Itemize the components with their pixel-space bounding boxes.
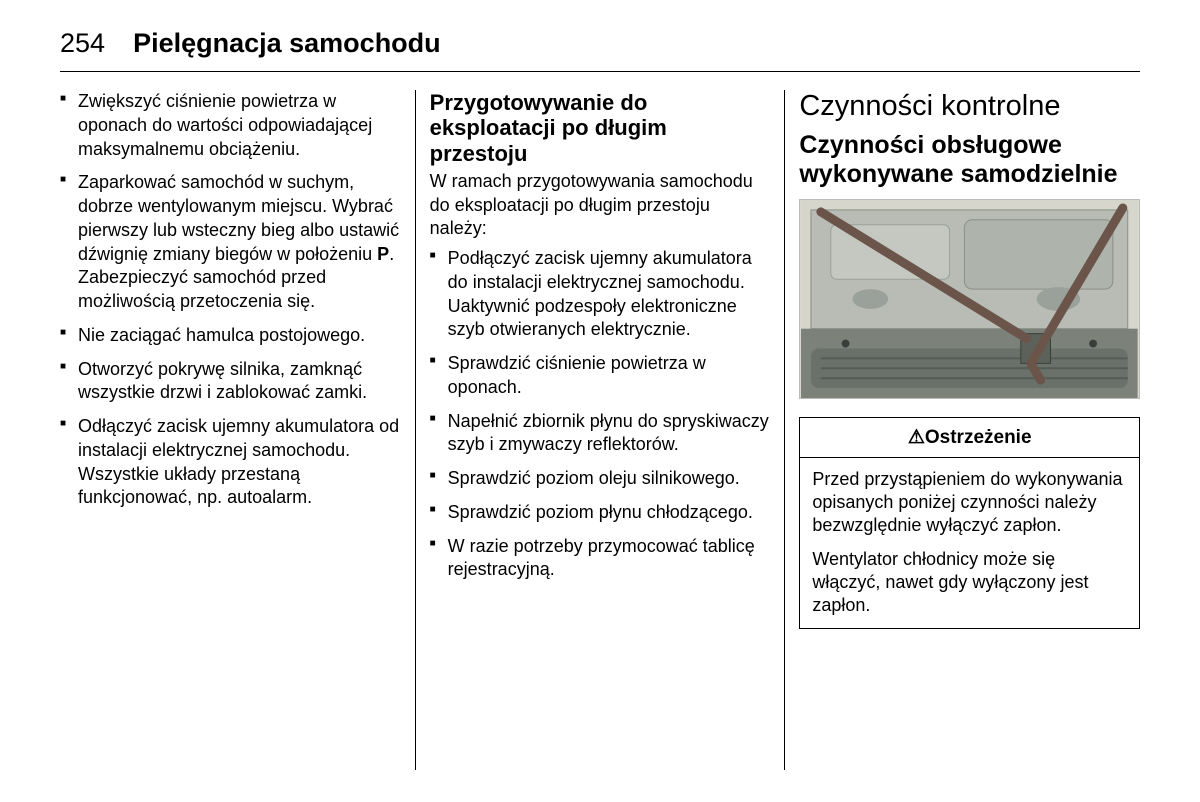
col2-intro: W ramach przygotowywania samochodu do ek…: [430, 170, 771, 241]
page-number: 254: [60, 28, 105, 59]
chapter-title: Pielęgnacja samochodu: [133, 28, 441, 59]
column-1: Zwiększyć ciśnienie powietrza w oponach …: [60, 90, 415, 770]
list-item: Nie zaciągać hamulca postojowego.: [60, 324, 401, 348]
list-item: Sprawdzić ciśnienie powietrza w oponach.: [430, 352, 771, 400]
column-3: Czynności kontrolne Czynności obsługowe …: [784, 90, 1140, 770]
list-item: Sprawdzić poziom płynu chłodzącego.: [430, 501, 771, 525]
list-item: Podłączyć zacisk ujemny akumulatora do i…: [430, 247, 771, 342]
page-header: 254 Pielęgnacja samochodu: [60, 28, 1140, 72]
col2-heading: Przygotowywanie do eksploatacji po długi…: [430, 90, 771, 166]
column-2: Przygotowywanie do eksploatacji po długi…: [415, 90, 785, 770]
list-item: W razie potrzeby przymocować tablicę rej…: [430, 535, 771, 583]
warning-label: Ostrzeżenie: [925, 427, 1032, 448]
list-item: Sprawdzić poziom oleju silnikowego.: [430, 467, 771, 491]
col3-subtitle: Czynności obsługowe wykonywane samodziel…: [799, 131, 1140, 189]
engine-bay-figure: [799, 199, 1140, 399]
list-item: Zaparkować samochód w suchym, dobrze wen…: [60, 171, 401, 314]
list-item: Odłączyć zacisk ujemny akumulatora od in…: [60, 415, 401, 510]
warning-icon: ⚠: [908, 427, 925, 448]
content-columns: Zwiększyć ciśnienie powietrza w oponach …: [60, 90, 1140, 770]
list-item: Napełnić zbiornik płynu do spryskiwaczy …: [430, 410, 771, 458]
warning-body: Przed przystąpieniem do wykonywania opis…: [800, 458, 1139, 628]
col1-list: Zwiększyć ciśnienie powietrza w oponach …: [60, 90, 401, 510]
col3-title: Czynności kontrolne: [799, 90, 1140, 123]
warning-text-1: Przed przystąpieniem do wykonywania opis…: [812, 468, 1127, 538]
warning-box: ⚠Ostrzeżenie Przed przystąpieniem do wyk…: [799, 417, 1140, 629]
list-item: Otworzyć pokrywę silnika, zamknąć wszyst…: [60, 358, 401, 406]
col2-list: Podłączyć zacisk ujemny akumulatora do i…: [430, 247, 771, 582]
engine-bay-svg: [800, 200, 1139, 398]
list-item: Zwiększyć ciśnienie powietrza w oponach …: [60, 90, 401, 161]
warning-text-2: Wentylator chłodnicy może się włączyć, n…: [812, 548, 1127, 618]
warning-heading: ⚠Ostrzeżenie: [800, 418, 1139, 458]
